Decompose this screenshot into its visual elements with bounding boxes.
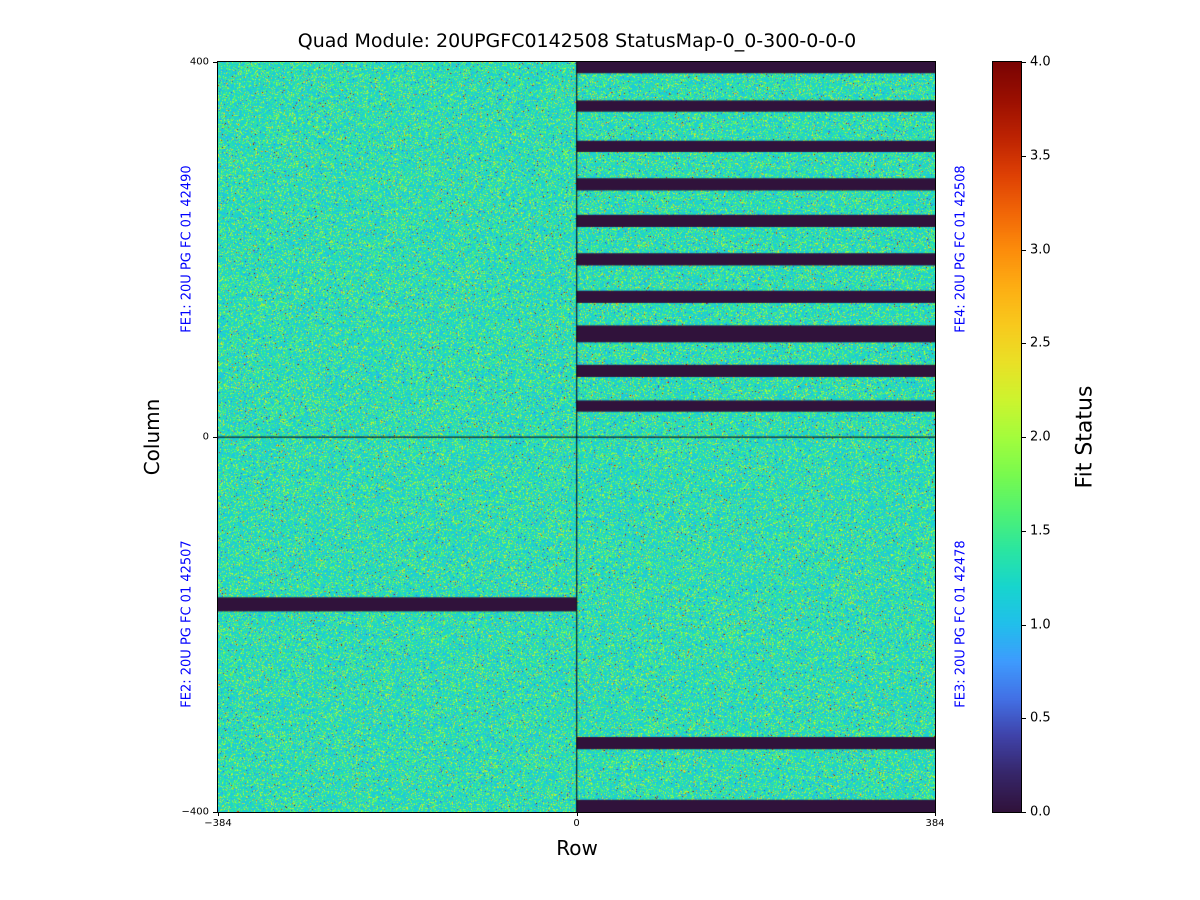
colorbar-tick-label: 2.0 (1030, 429, 1051, 445)
fe4-chip-label: FE4: 20U PG FC 01 42508 (953, 165, 969, 333)
x-axis-label: Row (556, 836, 598, 860)
y-tick-label: −400 (181, 806, 209, 818)
x-tick-mark (935, 812, 936, 816)
x-tick-mark (576, 812, 578, 816)
colorbar-tick-mark (1022, 812, 1026, 813)
colorbar-tick-label: 1.0 (1030, 617, 1051, 632)
colorbar-tick-mark (1022, 718, 1026, 720)
colorbar-tick-mark (1022, 62, 1026, 63)
y-tick-mark (213, 62, 217, 63)
colorbar-tick-label: 0.0 (1030, 804, 1051, 820)
fe2-chip-label: FE2: 20U PG FC 01 42507 (179, 540, 195, 708)
x-tick-mark (218, 812, 219, 816)
colorbar-tick-mark (1022, 530, 1026, 532)
chart-title: Quad Module: 20UPGFC0142508 StatusMap-0_… (297, 30, 857, 52)
colorbar-tick-mark (1022, 155, 1026, 157)
y-axis-label: Column (140, 398, 164, 476)
fe3-chip-label: FE3: 20U PG FC 01 42478 (953, 540, 969, 708)
y-tick-mark (213, 812, 217, 813)
colorbar-canvas (993, 62, 1021, 812)
colorbar-tick-label: 1.5 (1030, 523, 1051, 539)
colorbar-tick-label: 3.0 (1030, 242, 1051, 257)
colorbar-tick-label: 4.0 (1030, 54, 1051, 70)
x-tick-label: −384 (204, 818, 232, 829)
y-tick-mark (213, 437, 217, 438)
x-tick-label: 0 (573, 818, 580, 829)
fe1-chip-label: FE1: 20U PG FC 01 42490 (179, 165, 195, 333)
colorbar-tick-label: 0.5 (1030, 710, 1051, 726)
heatmap-canvas (218, 62, 935, 812)
colorbar-tick-mark (1022, 249, 1026, 251)
colorbar-tick-label: 2.5 (1030, 335, 1051, 351)
colorbar-tick-mark (1022, 343, 1026, 345)
colorbar-label: Fit Status (1072, 385, 1098, 489)
x-tick-label: 384 (925, 818, 945, 829)
y-tick-label: 0 (202, 431, 209, 443)
y-tick-label: 400 (189, 56, 209, 68)
colorbar-tick-mark (1022, 437, 1026, 438)
colorbar-tick-mark (1022, 624, 1026, 626)
colorbar-tick-label: 3.5 (1030, 148, 1051, 164)
